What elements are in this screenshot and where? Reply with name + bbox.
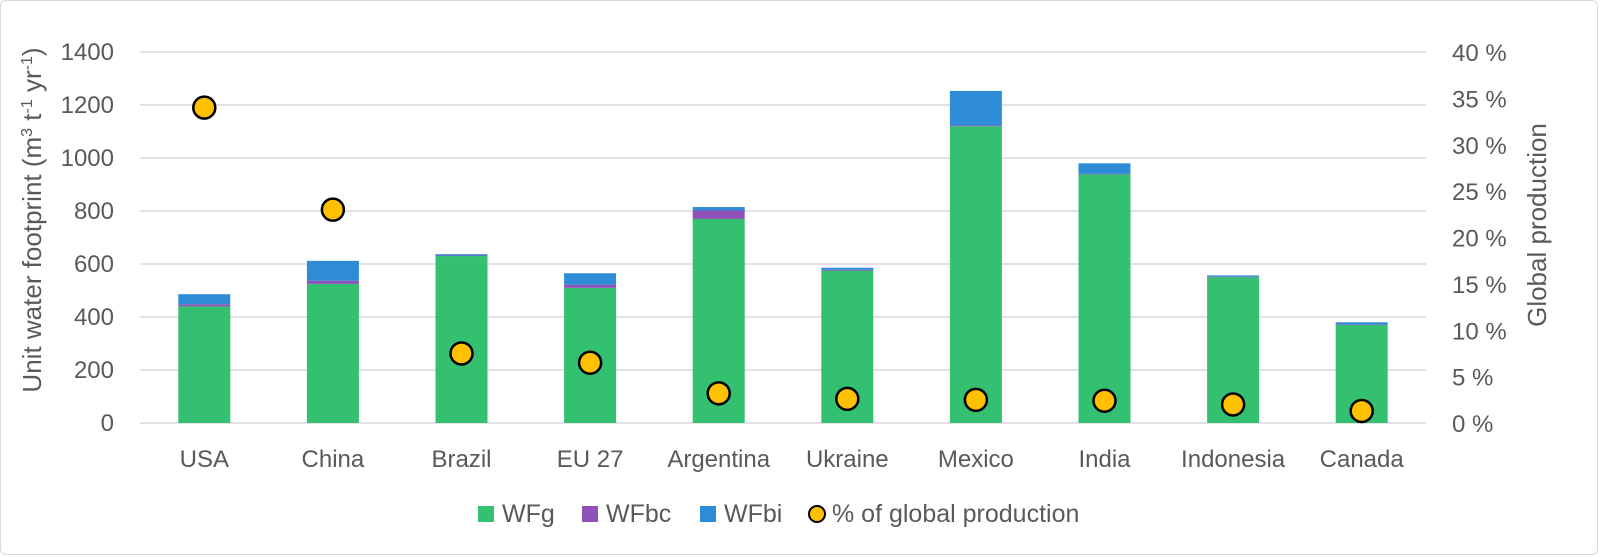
y2-tick-label: 40 % [1452,40,1507,67]
bar-wfbi-eu-27 [564,273,617,285]
x-tick-label: India [1078,446,1131,473]
production-marker-mexico [963,387,989,413]
y-tick-label: 1200 [61,92,114,119]
bar-wfbc-canada [1335,324,1388,325]
production-marker-china [320,197,346,222]
stacked-bars [178,90,1388,423]
y-tick-label: 800 [74,198,114,225]
bar-wfbc-indonesia [1207,276,1260,278]
bar-wfbi-india [1078,163,1131,174]
bar-wfg-brazil [435,256,488,423]
legend-label: % of global production [832,500,1079,528]
x-tick-label: USA [180,446,229,473]
bar-wfbi-china [306,260,359,281]
x-tick-label: Brazil [431,446,491,473]
legend-swatch-wfbi [700,506,716,522]
x-tick-label: Canada [1320,446,1405,473]
y2-axis-title: Global production [1522,123,1552,327]
y2-tick-label: 15 % [1452,272,1507,299]
bar-wfbc-eu-27 [564,284,617,288]
production-marker-indonesia [1220,392,1246,417]
x-tick-label: Ukraine [806,446,889,473]
y-tick-label: 0 [101,410,114,437]
bar-wfg-india [1078,174,1131,423]
y2-tick-label: 20 % [1452,226,1507,253]
production-markers [192,95,1374,424]
bar-wfg-usa [178,306,231,423]
y-tick-label: 400 [74,304,114,331]
bar-wfbi-canada [1335,322,1388,325]
y2-tick-label: 25 % [1452,179,1507,206]
bar-wfbi-ukraine [821,267,874,270]
bar-wfbi-usa [178,294,231,305]
legend-swatch-wfbc [582,506,598,522]
legend-label: WFbi [724,500,782,528]
production-marker-usa [192,95,217,120]
bar-wfbc-argentina [692,210,745,219]
x-tick-label: Argentina [667,446,770,473]
y-tick-label: 600 [74,251,114,278]
y2-tick-label: 10 % [1452,318,1507,345]
x-tick-label: EU 27 [557,446,624,473]
y2-tick-label: 35 % [1452,86,1507,113]
production-marker-argentina [706,381,731,406]
x-axis-ticks: USA China Brazil EU 27 Argentina Ukraine Mexic… [180,446,1405,473]
x-tick-label: China [302,446,365,473]
y-tick-label: 200 [74,357,114,384]
bar-wfbi-argentina [692,207,745,211]
legend-label: WFbc [606,500,671,528]
bar-wfbc-usa [178,304,231,307]
production-marker-canada [1349,398,1374,424]
production-marker-india [1092,388,1117,413]
bar-wfbc-india [1078,173,1131,175]
y2-tick-label: 0 % [1452,411,1493,438]
bar-wfbc-ukraine [821,269,874,271]
legend-label: WFg [502,500,555,528]
production-marker-ukraine [835,386,860,412]
y-axis-title: Unit water footprint (m3 t-1 yr-1) [17,47,47,392]
bar-wfbc-china [306,280,359,284]
bar-wfbi-mexico [949,90,1002,126]
y-tick-label: 1000 [61,145,114,172]
bar-wfbi-indonesia [1207,275,1260,277]
legend-swatch-wfg [478,506,494,522]
legend: WFg WFbc WFbi % of global production [478,500,1079,528]
y2-tick-label: 30 % [1452,133,1507,160]
y2-tick-label: 5 % [1452,365,1493,392]
x-tick-label: Mexico [938,446,1014,473]
y-axis-ticks: 0 200 400 600 800 1000 1200 1400 [61,39,114,437]
bar-wfbi-brazil [435,254,488,256]
production-marker-eu-27 [577,350,603,375]
legend-swatch-production [808,505,826,523]
bar-wfbc-mexico [949,125,1002,127]
bar-wfg-china [306,283,359,423]
x-tick-label: Indonesia [1181,446,1286,473]
bar-wfbc-brazil [435,255,488,257]
production-marker-brazil [449,341,474,366]
bar-wfg-mexico [949,126,1002,423]
y-tick-label: 1400 [61,39,114,66]
y2-axis-ticks: 0 % 5 % 10 % 15 % 20 % 25 % 30 % 35 % 40 % [1452,40,1507,438]
